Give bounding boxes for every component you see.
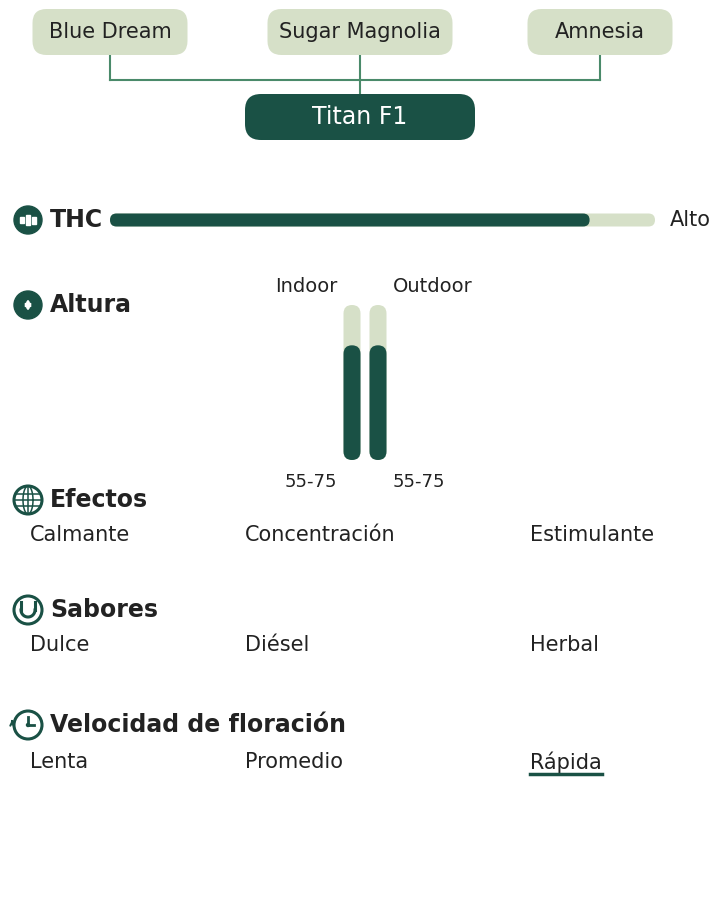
Text: Dulce: Dulce [30,635,89,655]
Text: Blue Dream: Blue Dream [49,22,171,42]
FancyBboxPatch shape [343,346,361,460]
Text: Rápida: Rápida [530,752,602,773]
FancyBboxPatch shape [369,305,387,460]
Text: 55-75: 55-75 [392,473,445,491]
FancyBboxPatch shape [528,9,672,55]
FancyBboxPatch shape [110,213,655,227]
Text: Estimulante: Estimulante [530,525,654,545]
Text: Sabores: Sabores [50,598,158,622]
FancyBboxPatch shape [343,305,361,460]
Text: Outdoor: Outdoor [392,277,472,296]
FancyBboxPatch shape [369,346,387,460]
Text: Lenta: Lenta [30,752,88,772]
Text: Alto: Alto [670,210,711,230]
Circle shape [14,711,42,739]
FancyBboxPatch shape [32,9,187,55]
Bar [20,217,24,223]
Text: Sugar Magnolia: Sugar Magnolia [279,22,441,42]
Circle shape [14,206,42,234]
Circle shape [27,724,30,726]
Text: Concentración: Concentración [245,525,395,545]
Text: Titan F1: Titan F1 [312,105,408,129]
Circle shape [14,291,42,319]
Text: Altura: Altura [50,293,132,317]
Text: Indoor: Indoor [275,277,338,296]
Text: Promedio: Promedio [245,752,343,772]
FancyBboxPatch shape [245,94,475,140]
Text: 55-75: 55-75 [285,473,338,491]
Text: Efectos: Efectos [50,488,148,512]
Bar [32,217,36,223]
Text: THC: THC [50,208,103,232]
Text: Herbal: Herbal [530,635,599,655]
FancyBboxPatch shape [268,9,452,55]
Text: Diésel: Diésel [245,635,310,655]
Circle shape [14,596,42,624]
Circle shape [14,486,42,514]
Bar [26,215,30,225]
FancyBboxPatch shape [110,213,590,227]
Text: Calmante: Calmante [30,525,130,545]
Text: Amnesia: Amnesia [555,22,645,42]
Text: Velocidad de floración: Velocidad de floración [50,713,346,737]
